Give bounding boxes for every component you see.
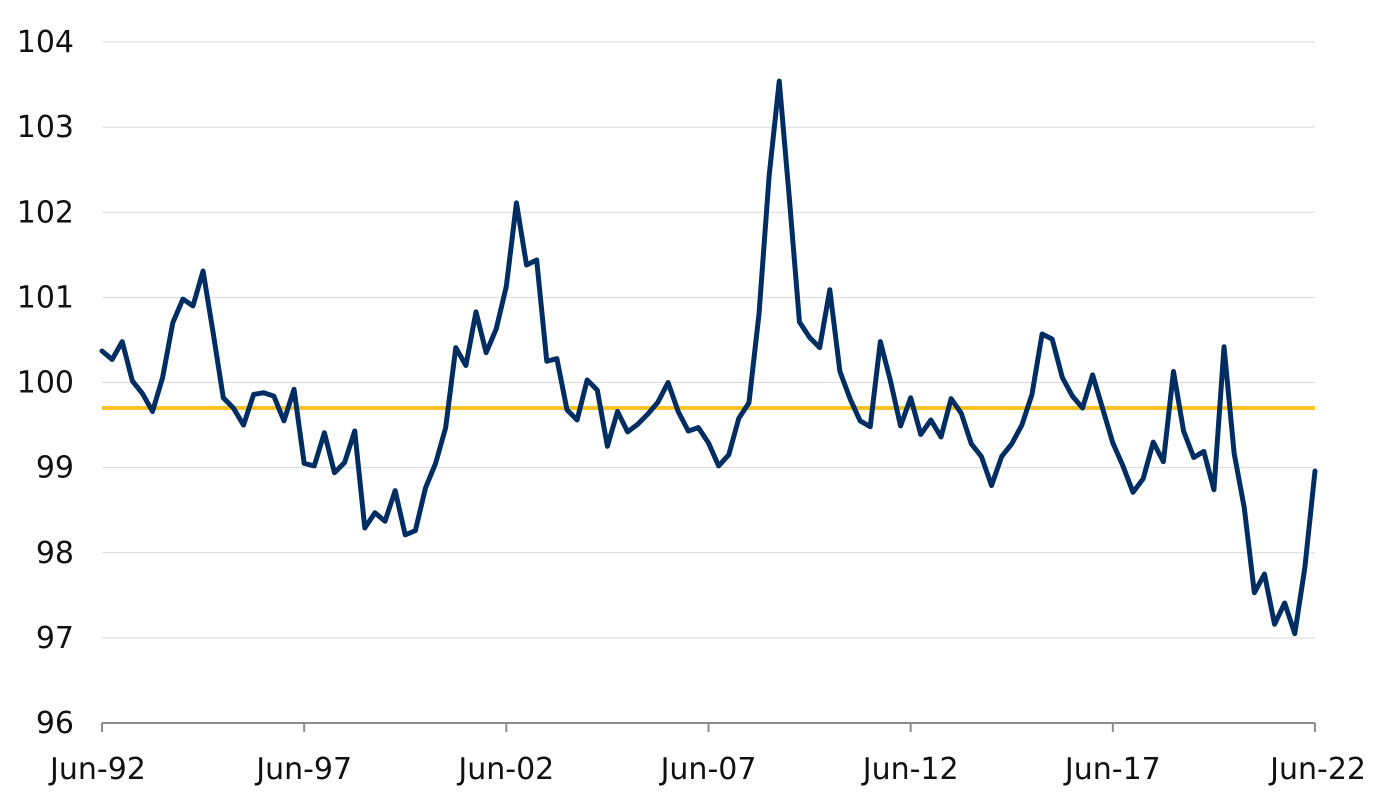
x-axis-labels: Jun-92 Jun-97 Jun-02 Jun-07 Jun-12 Jun-17 Jun-… [48, 752, 1366, 787]
y-tick-label: 102 [17, 195, 74, 230]
y-tick-label: 103 [17, 110, 74, 145]
series-line [99, 78, 1318, 637]
x-tick-label: Jun-12 [861, 752, 959, 787]
y-tick-label: 97 [36, 621, 74, 656]
y-tick-label: 100 [17, 366, 74, 401]
x-tick-label: Jun-07 [659, 752, 757, 787]
y-axis-labels: 96 97 98 99 100 101 102 103 104 [17, 25, 74, 741]
x-tick-label: Jun-22 [1268, 752, 1366, 787]
x-tick-label: Jun-17 [1063, 752, 1161, 787]
y-tick-label: 104 [17, 25, 74, 60]
y-tick-label: 96 [36, 706, 74, 741]
y-tick-label: 101 [17, 280, 74, 315]
gridlines [102, 41, 1315, 724]
x-tick-label: Jun-92 [48, 752, 146, 787]
x-axis-ticks [101, 723, 1316, 732]
y-tick-label: 98 [36, 536, 74, 571]
x-tick-label: Jun-02 [456, 752, 554, 787]
y-tick-label: 99 [36, 451, 74, 486]
series-layer [99, 78, 1318, 637]
x-tick-label: Jun-97 [254, 752, 352, 787]
